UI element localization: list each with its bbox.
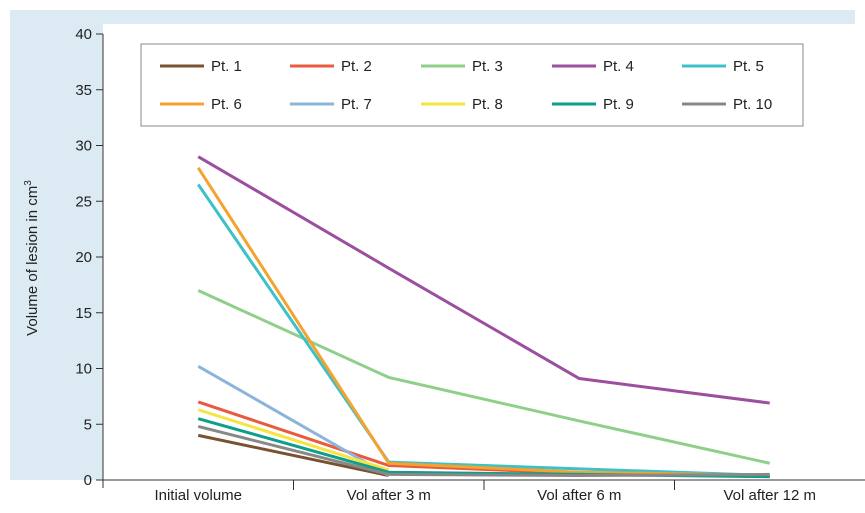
legend-label: Pt. 6: [211, 96, 242, 113]
y-axis-label-text: Volume of lesion in cm: [24, 186, 41, 336]
legend-label: Pt. 9: [603, 96, 634, 113]
legend-label: Pt. 8: [472, 96, 503, 113]
axes: 0 5 10 15 20 25 30 35 40 Initial volume Vol after …: [75, 26, 865, 504]
series-line-1: [197, 433, 390, 478]
y-tick-label: 20: [75, 249, 92, 266]
legend-label: Pt. 2: [341, 58, 372, 75]
series-line-7: [197, 364, 390, 477]
legend-label: Pt. 4: [603, 58, 634, 75]
legend: Pt. 1 Pt. 2 Pt. 3 Pt. 4 Pt. 5 Pt. 6 Pt. 7 Pt. 8…: [140, 43, 804, 127]
legend-label: Pt. 7: [341, 96, 372, 113]
legend-label: Pt. 1: [211, 58, 242, 75]
series-line-10: [197, 425, 770, 478]
y-tick-label: 10: [75, 361, 92, 378]
x-tick-label: Vol after 3 m: [347, 487, 431, 504]
y-tick-label: 40: [75, 26, 92, 43]
y-tick-label: 25: [75, 193, 92, 210]
y-tick-label: 15: [75, 305, 92, 322]
legend-box: [140, 43, 804, 127]
y-tick-label: 30: [75, 138, 92, 155]
x-tick-label: Vol after 6 m: [537, 487, 621, 504]
legend-label: Pt. 5: [733, 58, 764, 75]
y-tick-label: 0: [84, 472, 92, 489]
series-line-5: [197, 183, 770, 478]
y-tick-label: 5: [84, 416, 92, 433]
legend-label: Pt. 3: [472, 58, 503, 75]
legend-label: Pt. 10: [733, 96, 772, 113]
y-axis-label-superscript: 3: [23, 180, 34, 186]
series-line-4: [197, 155, 770, 405]
x-tick-label: Initial volume: [154, 487, 242, 504]
y-tick-label: 35: [75, 82, 92, 99]
series-line-8: [197, 408, 390, 472]
series-line-3: [197, 289, 771, 465]
y-axis-label: Volume of lesion in cm3: [23, 180, 41, 336]
series-lines: [196, 155, 771, 479]
x-tick-label: Vol after 12 m: [723, 487, 816, 504]
